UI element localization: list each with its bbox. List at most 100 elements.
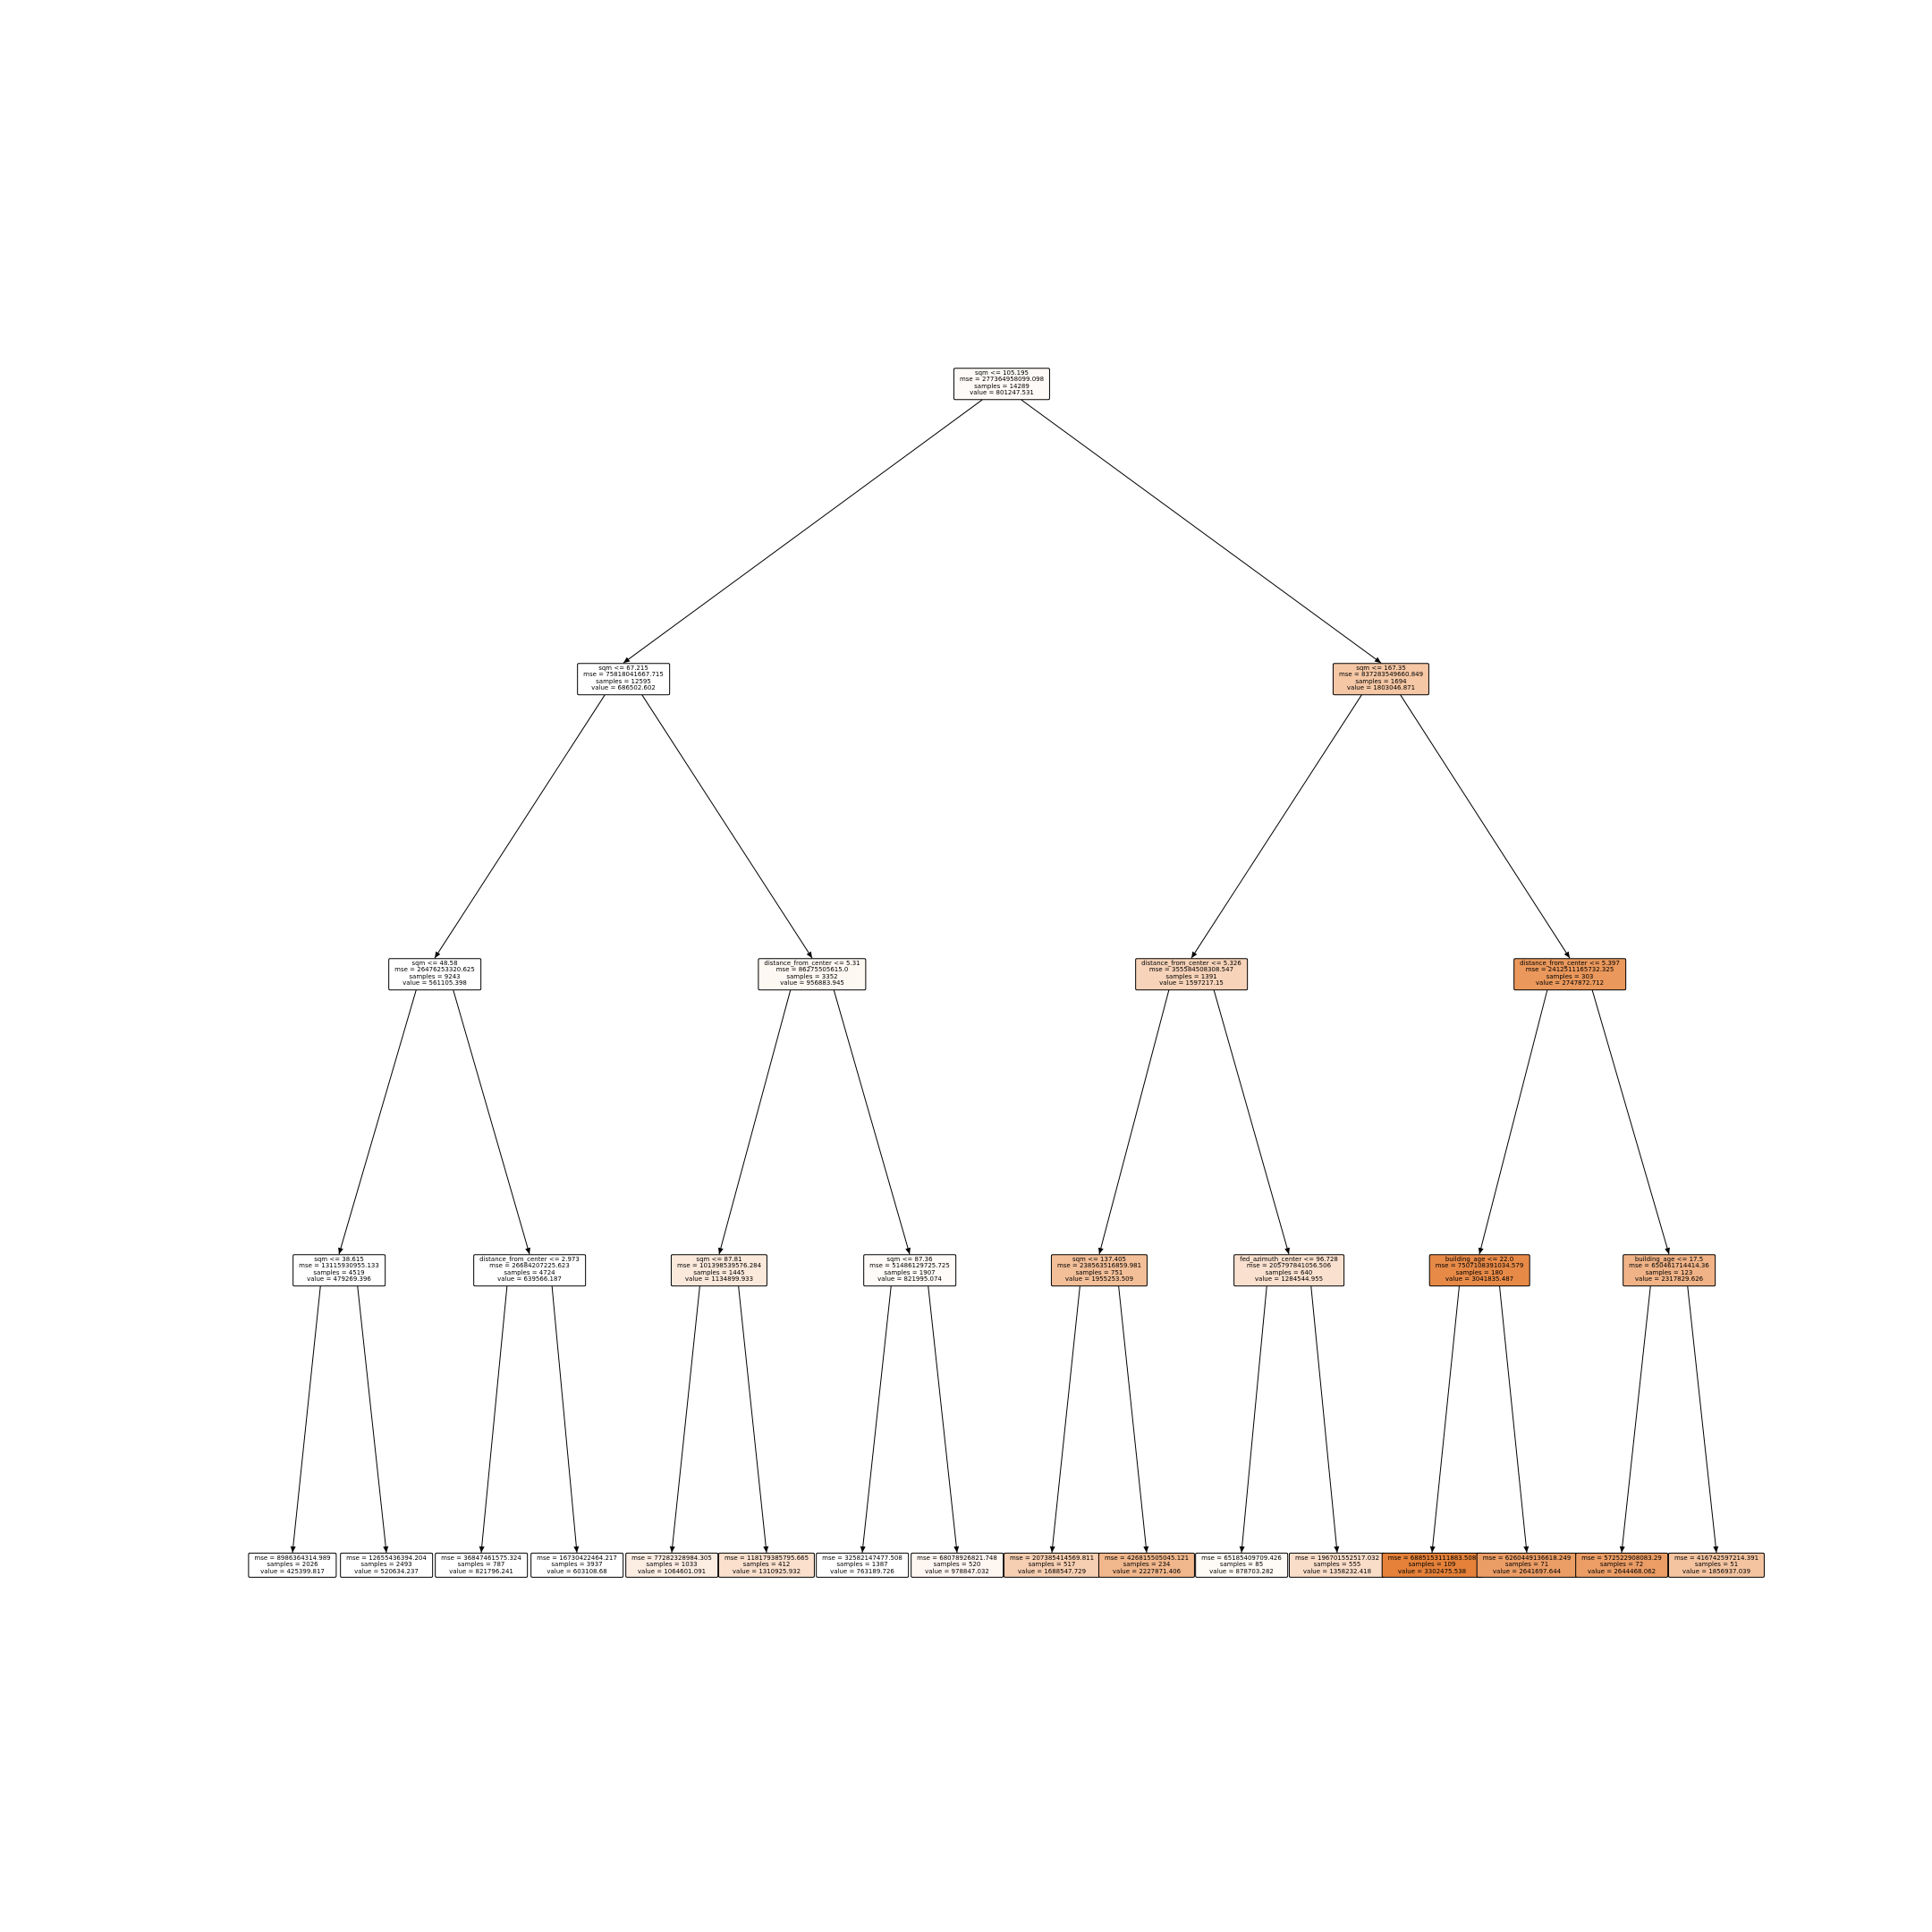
tree-leaf-node: mse = 6260449136618.249 samples = 71 value…	[1476, 1552, 1578, 1579]
node-mse-text: mse = 86275505615.0	[775, 966, 849, 974]
tree-edge	[641, 694, 813, 959]
node-samples-text: samples = 520	[933, 1561, 981, 1569]
tree-edge	[453, 989, 530, 1255]
node-condition-text: distance_from_center <= 5.326	[1141, 960, 1241, 968]
node-value-text: value = 639566.187	[497, 1275, 562, 1284]
node-value-text: value = 2644468.062	[1587, 1567, 1657, 1575]
node-condition-text: distance_from_center <= 5.397	[1520, 960, 1620, 968]
node-mse-text: mse = 13115930955.133	[299, 1262, 379, 1270]
tree-edge	[1118, 1285, 1149, 1553]
node-value-text: value = 1955253.509	[1064, 1275, 1134, 1284]
tree-edge	[1687, 1285, 1719, 1553]
node-samples-text: samples = 85	[1219, 1561, 1264, 1569]
node-mse-text: mse = 68078926821.748	[917, 1554, 997, 1562]
node-samples-text: samples = 517	[1028, 1561, 1076, 1569]
tree-leaf-node: mse = 12655436394.204 samples = 2493 value…	[340, 1552, 433, 1579]
node-mse-text: mse = 51486129725.725	[869, 1262, 950, 1270]
tree-split-node: sqm <= 167.35 mse = 837283549660.849 sampl…	[1332, 663, 1430, 695]
node-condition-text: sqm <= 105.195	[974, 369, 1030, 377]
tree-edge	[1239, 1285, 1267, 1553]
node-value-text: value = 686502.602	[591, 684, 656, 692]
tree-edge	[551, 1285, 580, 1553]
node-value-text: value = 821796.241	[449, 1567, 513, 1575]
node-mse-text: mse = 355584508308.547	[1148, 966, 1234, 974]
node-samples-text: samples = 787	[457, 1561, 505, 1569]
tree-split-node: sqm <= 67.215 mse = 75818041667.715 sample…	[577, 663, 670, 695]
node-value-text: value = 801247.531	[970, 389, 1034, 397]
tree-edge	[1429, 1285, 1460, 1553]
tree-edge	[338, 989, 417, 1255]
node-condition-text: building_age <= 17.5	[1634, 1256, 1704, 1264]
node-mse-text: mse = 572522908083.29	[1581, 1554, 1662, 1562]
tree-split-node: sqm <= 137.405 mse = 238563516859.981 samp…	[1050, 1254, 1148, 1286]
node-mse-text: mse = 77282328984.305	[631, 1554, 712, 1562]
node-mse-text: mse = 101398539576.284	[676, 1262, 762, 1270]
tree-split-node: distance_from_center <= 5.31 mse = 862755…	[758, 958, 867, 990]
node-samples-text: samples = 2493	[360, 1561, 412, 1569]
node-value-text: value = 821995.074	[877, 1275, 942, 1284]
tree-leaf-node: mse = 416742597214.391 samples = 51 value …	[1667, 1552, 1766, 1579]
node-value-text: value = 1134899.933	[684, 1275, 754, 1284]
tree-leaf-node: mse = 16730422464.217 samples = 3937 value…	[530, 1552, 623, 1579]
tree-edge	[479, 1285, 508, 1553]
node-condition-text: sqm <= 67.215	[598, 665, 648, 673]
node-mse-text: mse = 16730422464.217	[537, 1554, 617, 1562]
tree-edge	[669, 1285, 700, 1553]
node-value-text: value = 2641697.644	[1492, 1567, 1562, 1575]
tree-leaf-node: mse = 32582147477.508 samples = 1387 value…	[816, 1552, 909, 1579]
node-value-text: value = 2317829.626	[1634, 1275, 1704, 1284]
node-samples-text: samples = 180	[1455, 1269, 1504, 1276]
node-mse-text: mse = 65185409709.426	[1201, 1554, 1282, 1562]
node-mse-text: mse = 2412511165732.325	[1525, 966, 1614, 974]
node-condition-text: sqm <= 48.58	[411, 960, 458, 968]
node-mse-text: mse = 416742597214.391	[1674, 1554, 1759, 1562]
node-value-text: value = 1856937.039	[1682, 1567, 1751, 1575]
node-samples-text: samples = 3352	[786, 973, 838, 980]
node-mse-text: mse = 6260449136618.249	[1482, 1554, 1572, 1562]
node-samples-text: samples = 14289	[974, 383, 1030, 390]
tree-leaf-node: mse = 6885153111883.508 samples = 109 valu…	[1381, 1552, 1483, 1579]
node-samples-text: samples = 3937	[551, 1561, 603, 1569]
node-samples-text: samples = 234	[1123, 1561, 1171, 1569]
node-samples-text: samples = 1033	[646, 1561, 698, 1569]
node-mse-text: mse = 26684207225.623	[489, 1262, 570, 1270]
tree-edge	[1021, 399, 1382, 664]
tree-leaf-node: mse = 8986364314.989 samples = 2026 value …	[248, 1552, 337, 1579]
node-mse-text: mse = 75818041667.715	[583, 671, 664, 679]
node-samples-text: samples = 51	[1694, 1561, 1739, 1569]
node-value-text: value = 763189.726	[830, 1567, 894, 1575]
tree-edge	[1213, 989, 1290, 1255]
node-condition-text: sqm <= 167.35	[1356, 665, 1406, 673]
node-value-text: value = 479269.396	[307, 1275, 371, 1284]
tree-split-node: sqm <= 87.81 mse = 101398539576.284 sample…	[670, 1254, 768, 1286]
node-condition-text: building_age <= 22.0	[1445, 1256, 1514, 1264]
node-condition-text: distance_from_center <= 5.31	[764, 960, 860, 968]
node-condition-text: sqm <= 38.615	[314, 1256, 364, 1264]
node-samples-text: samples = 1694	[1355, 678, 1407, 685]
node-samples-text: samples = 4724	[504, 1269, 555, 1276]
node-samples-text: samples = 123	[1645, 1269, 1693, 1276]
tree-edge	[1591, 989, 1670, 1255]
tree-split-node: distance_from_center <= 2.973 mse = 26684…	[473, 1254, 586, 1286]
node-mse-text: mse = 205797841056.506	[1246, 1262, 1332, 1270]
tree-edge	[1619, 1285, 1651, 1553]
tree-split-node: sqm <= 38.615 mse = 13115930955.133 sample…	[292, 1254, 386, 1286]
node-mse-text: mse = 12655436394.204	[346, 1554, 427, 1562]
tree-split-node: sqm <= 48.58 mse = 26476253320.625 samples…	[388, 958, 481, 990]
node-mse-text: mse = 36847461575.324	[441, 1554, 521, 1562]
node-mse-text: mse = 207385414569.811	[1009, 1554, 1095, 1562]
node-mse-text: mse = 6885153111883.508	[1387, 1554, 1477, 1562]
node-mse-text: mse = 650461714414.36	[1629, 1262, 1709, 1270]
tree-edge	[833, 989, 911, 1255]
tree-edge	[1400, 694, 1571, 959]
tree-leaf-node: mse = 196701552517.032 samples = 555 value…	[1288, 1552, 1386, 1579]
node-samples-text: samples = 555	[1313, 1561, 1361, 1569]
tree-split-node: distance_from_center <= 5.326 mse = 35558…	[1135, 958, 1248, 990]
node-samples-text: samples = 2026	[267, 1561, 318, 1569]
node-value-text: value = 1284544.955	[1254, 1275, 1324, 1284]
tree-leaf-node: mse = 572522908083.29 samples = 72 value =…	[1575, 1552, 1668, 1579]
node-value-text: value = 3041835.487	[1445, 1275, 1514, 1284]
tree-edge	[1097, 989, 1170, 1255]
tree-edge	[1049, 1285, 1080, 1553]
